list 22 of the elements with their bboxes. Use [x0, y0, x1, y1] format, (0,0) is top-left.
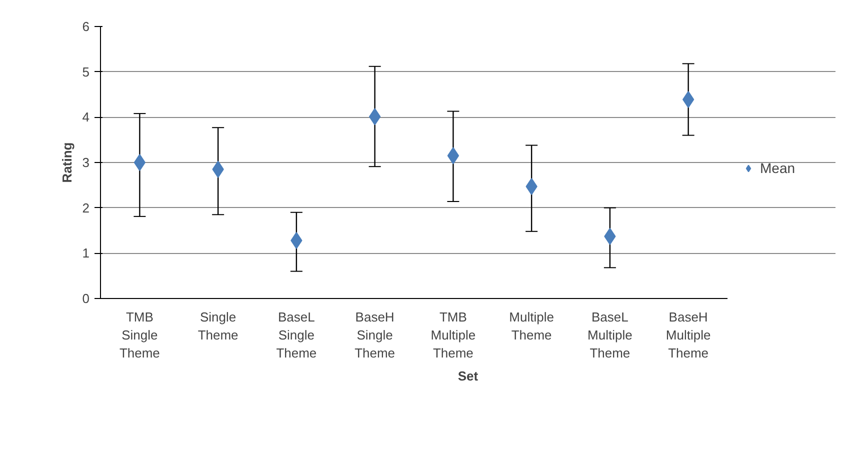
x-tick-label: BaseH Multiple Theme: [666, 310, 711, 360]
y-tick-label: 4: [82, 110, 90, 125]
point: [682, 90, 694, 108]
x-axis-title: Set: [458, 368, 479, 384]
x-tick-label: TMB Multiple Theme: [430, 310, 476, 360]
x-tick-label: Multiple Theme: [509, 310, 554, 342]
y-tick-label: 1: [82, 246, 90, 261]
legend-label: Mean: [760, 160, 796, 176]
x-tick-label: TMB Single Theme: [119, 310, 160, 360]
y-tick-label: 5: [82, 64, 90, 80]
x-tick-label: BaseH Single Theme: [354, 310, 396, 360]
point: [134, 154, 146, 171]
point: [368, 108, 381, 126]
y-tick-label: 0: [82, 291, 90, 306]
y-axis-title: Rating: [59, 142, 74, 183]
y-tick-label: 3: [82, 155, 90, 170]
point: [447, 147, 460, 164]
x-tick-label: Single Theme: [198, 310, 238, 342]
x-tick-label: BaseL Multiple Theme: [588, 310, 632, 360]
y-tick-label: 6: [82, 19, 90, 34]
y-tick-label: 2: [82, 200, 90, 216]
x-tick-label: BaseL Single Theme: [276, 310, 317, 360]
